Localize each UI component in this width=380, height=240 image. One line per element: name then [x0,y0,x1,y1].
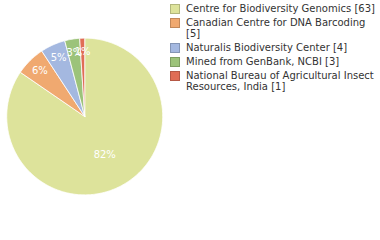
svg-text:1%: 1% [75,46,91,57]
html-text:Naturalis Biodiversity Center: Naturalis Biodiversity Center [4] [186,42,348,53]
svg-text:5%: 5% [51,52,67,63]
svg-text:6%: 6% [32,65,48,76]
html-text:Canadian Centre for DNA Barcod: Canadian Centre for DNA Barcoding [5] [186,17,366,39]
svg-text:82%: 82% [94,149,116,160]
html-text:National Bureau of Agricultura: National Bureau of Agricultural Insect R… [186,70,374,92]
html-text:Centre for Biodiversity Genomi: Centre for Biodiversity Genomics [63] [186,3,375,14]
html-text:Mined from GenBank, NCBI [3]: Mined from GenBank, NCBI [3] [186,56,340,67]
